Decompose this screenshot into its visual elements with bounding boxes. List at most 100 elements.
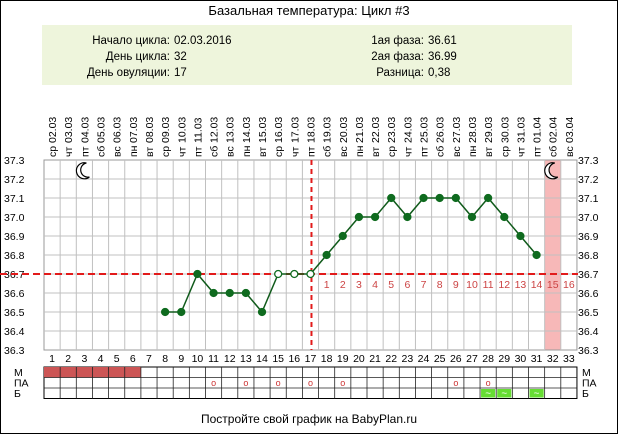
weekday-label: вс: [338, 146, 350, 157]
weekday-label: вт: [483, 147, 495, 157]
phase2-value: 36.99: [428, 51, 457, 63]
temperature-point: [419, 193, 428, 203]
series-segment: [487, 197, 505, 218]
ovulation-day-label: День овуляции:: [86, 67, 170, 79]
phase-number: 10: [466, 279, 478, 291]
temperature-point: [306, 269, 315, 279]
day-number: 28: [482, 353, 494, 365]
temperature-point: [241, 288, 251, 298]
day-number: 31: [531, 353, 543, 365]
day-number: 1: [49, 353, 55, 365]
series-segment: [326, 235, 344, 256]
pa-mark: о: [340, 378, 345, 388]
weekday-label: вт: [144, 147, 156, 157]
y-tick-labels-layer: 37.3 37.3 37.2 37.2 37.1 37.1 37.0 37.0 36.9 36.9…: [4, 155, 599, 357]
y-tick-left: 36.6: [4, 288, 25, 300]
weekday-label: сб: [96, 146, 108, 157]
y-tick-left: 36.5: [4, 307, 25, 319]
tracker-layer: ~ ~ ~о о о о о о оМ МПА ПАБ Б: [14, 366, 597, 400]
y-tick-right: 36.6: [578, 288, 599, 300]
day-number: 19: [337, 353, 349, 365]
series-segment: [374, 197, 392, 218]
day-number: 15: [272, 353, 284, 365]
day-number: 25: [434, 353, 446, 365]
day-number: 5: [114, 353, 120, 365]
phase-number: 7: [421, 279, 427, 291]
date-label: 12.03: [209, 117, 221, 143]
tracker-row-label-left: ПА: [14, 378, 29, 390]
b-mark-cell: [497, 389, 512, 398]
phase-number: 14: [531, 279, 543, 291]
date-labels-layer: 02.03 ср 03.03 чт 04.03 пт 05.03 сб 06.03 вс 07.03…: [47, 117, 576, 157]
weekday-label: вс: [112, 146, 124, 157]
temperature-point: [435, 193, 444, 203]
day-number: 33: [563, 353, 575, 365]
date-label: 20.03: [338, 117, 350, 143]
phase-number: 4: [372, 279, 378, 291]
date-label: 26.03: [435, 117, 447, 143]
temperature-point: [290, 269, 299, 279]
day-number: 18: [321, 353, 333, 365]
date-label: 07.03: [128, 117, 140, 143]
day-number: 9: [178, 353, 184, 365]
date-label: 30.03: [499, 117, 511, 143]
weekday-label: вт: [370, 147, 382, 157]
date-label: 02.03: [47, 117, 59, 143]
date-label: 31.03: [515, 117, 527, 143]
day-number: 29: [498, 353, 510, 365]
day-number: 6: [130, 353, 136, 365]
temperature-point: [516, 231, 525, 241]
b-mark-cell: [481, 389, 496, 398]
pa-mark: о: [486, 378, 491, 388]
phase-number: 16: [563, 279, 575, 291]
day-number: 13: [240, 353, 252, 365]
difference-value: 0,38: [428, 67, 451, 79]
temperature-point: [209, 288, 218, 298]
phase-number: 5: [388, 279, 394, 291]
day-number: 4: [98, 353, 104, 365]
date-label: 27.03: [451, 117, 463, 143]
weekday-label: пт: [419, 146, 431, 157]
tracker-row-label-left: М: [14, 367, 23, 379]
day-number: 12: [224, 353, 236, 365]
tracker-row-label-right: ПА: [582, 378, 597, 390]
day-number: 26: [450, 353, 462, 365]
footer-text: Постройте свой график на BabyPlan.ru: [200, 412, 418, 426]
series-segment: [519, 235, 538, 256]
y-tick-right: 37.0: [578, 212, 599, 224]
chart-title: Базальная температура: Цикл #3: [208, 3, 410, 18]
day-number: 22: [385, 353, 397, 365]
y-tick-right: 37.2: [578, 174, 599, 186]
day-number: 16: [288, 353, 300, 365]
weekday-label: чт: [63, 147, 75, 157]
date-label: 03.03: [63, 117, 75, 143]
date-label: 09.03: [160, 117, 172, 143]
pa-mark: о: [276, 378, 281, 388]
date-label: 05.03: [96, 117, 108, 143]
menstruation-cell: [44, 367, 61, 378]
series-segment: [406, 197, 425, 218]
day-number: 14: [256, 353, 268, 365]
series-segment: [342, 216, 360, 237]
cycle-info-panel: Начало цикла: 02.03.2016 День цикла: 32 …: [42, 25, 572, 85]
weekday-label: вт: [257, 147, 269, 157]
phase-number: 13: [515, 279, 527, 291]
y-tick-right: 36.5: [578, 307, 599, 319]
weekday-label: вс: [225, 146, 237, 157]
series-segment: [196, 273, 215, 294]
date-label: 22.03: [370, 117, 382, 143]
cycle-day-value: 32: [174, 51, 187, 63]
weekday-label: ср: [386, 146, 398, 157]
temperature-point: [451, 193, 460, 203]
temperature-point: [257, 307, 267, 317]
phase-numbers-layer: 1 2 3 4 5 6 7 8 9 10 11 12 13 14 15 16: [324, 279, 575, 291]
cycle-start-value: 02.03.2016: [174, 35, 232, 47]
y-tick-left: 37.3: [4, 155, 25, 167]
phase-number: 2: [340, 279, 346, 291]
weekday-label: ср: [160, 146, 172, 157]
day-number: 20: [353, 353, 365, 365]
series-segment: [390, 197, 408, 218]
temperature-series-layer: [160, 193, 541, 317]
date-label: 01.04: [532, 117, 544, 143]
